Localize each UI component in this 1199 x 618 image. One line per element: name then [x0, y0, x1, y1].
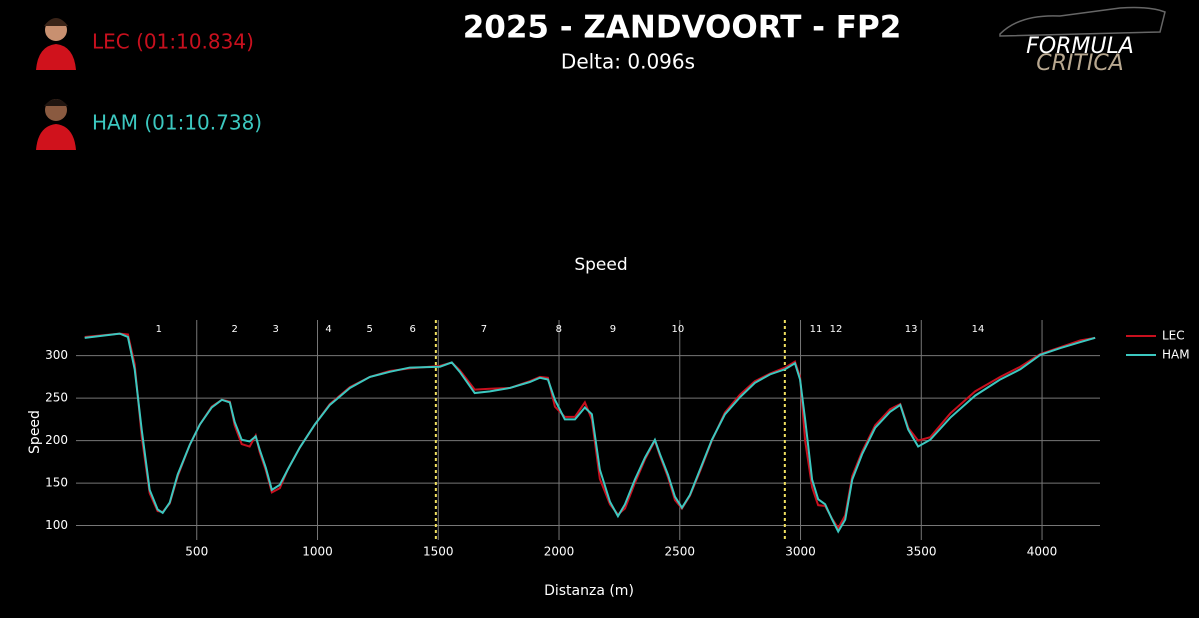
page-subtitle: Delta: 0.096s: [561, 50, 695, 74]
y-axis-label: Speed: [27, 410, 43, 454]
corner-label: 6: [409, 324, 415, 335]
corner-label: 1: [156, 324, 162, 335]
corner-label: 11: [810, 324, 823, 335]
line-series: [84, 332, 1096, 534]
y-tick-label: 100: [45, 518, 68, 532]
corner-label: 7: [481, 324, 487, 335]
legend-label: LEC: [1162, 329, 1185, 343]
corner-label: 4: [325, 324, 331, 335]
avatar: [32, 10, 80, 70]
x-tick-label: 2500: [665, 545, 696, 559]
y-tick-label: 300: [45, 348, 68, 362]
page-title: 2025 - ZANDVOORT - FP2: [463, 10, 902, 46]
corner-label: 9: [610, 324, 616, 335]
y-tick-label: 200: [45, 433, 68, 447]
x-tick-label: 3500: [906, 545, 937, 559]
corner-label: 3: [273, 324, 279, 335]
avatar: [36, 99, 76, 150]
corner-label: 13: [905, 324, 918, 335]
x-axis-label: Distanza (m): [544, 583, 634, 599]
corner-label: 10: [671, 324, 684, 335]
x-tick-label: 1000: [302, 545, 333, 559]
driver-label: LEC (01:10.834): [92, 30, 254, 54]
x-tick-label: 4000: [1027, 545, 1058, 559]
driver-label: HAM (01:10.738): [92, 111, 262, 135]
x-tick-label: 500: [185, 545, 208, 559]
y-tick-label: 250: [45, 391, 68, 405]
corner-label: 14: [972, 324, 985, 335]
x-tick-label: 3000: [785, 545, 816, 559]
corner-label: 8: [556, 324, 562, 335]
logo-text: CRITICA: [1036, 51, 1123, 76]
chart-title: Speed: [574, 255, 627, 275]
corner-label: 2: [231, 324, 237, 335]
logo-text: FORMULA: [1026, 34, 1134, 59]
legend-label: HAM: [1162, 348, 1190, 362]
x-tick-label: 2000: [544, 545, 575, 559]
corner-label: 12: [830, 324, 843, 335]
corner-label: 5: [366, 324, 372, 335]
y-tick-label: 150: [45, 476, 68, 490]
x-tick-label: 1500: [423, 545, 454, 559]
logo-car: [999, 6, 1166, 37]
